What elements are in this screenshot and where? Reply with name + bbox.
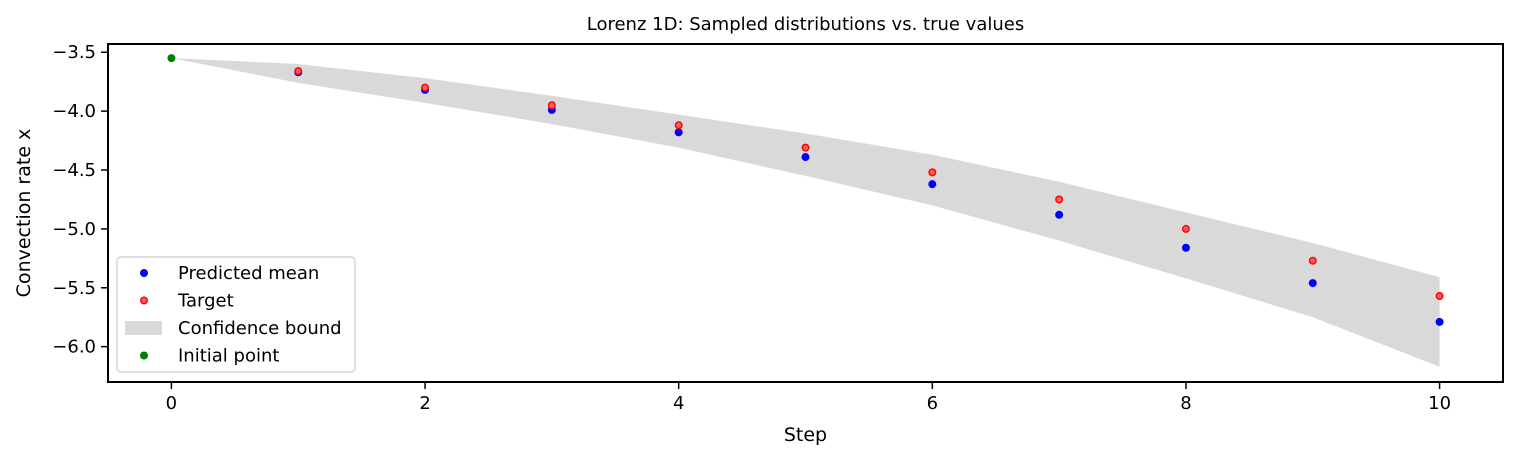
predicted-mean-point <box>801 153 810 162</box>
confidence-band-layer <box>171 58 1440 367</box>
legend-label-confidence-bound: Confidence bound <box>178 318 342 339</box>
legend-marker-predicted-mean <box>139 268 148 277</box>
x-ticks: 0 2 4 6 8 10 <box>166 382 1451 414</box>
target-point <box>801 143 810 152</box>
initial-point-point <box>167 54 176 63</box>
x-tick-label: 10 <box>1428 393 1451 414</box>
y-tick-label: −6.0 <box>52 337 96 358</box>
y-axis-label: Convection rate x <box>13 129 35 298</box>
confidence-band <box>171 58 1440 367</box>
x-tick-label: 4 <box>673 393 684 414</box>
target-point <box>547 101 556 110</box>
y-tick-label: −3.5 <box>52 42 96 63</box>
y-tick-label: −5.0 <box>52 219 96 240</box>
y-tick-label: −4.5 <box>52 160 96 181</box>
predicted-mean-point <box>1308 279 1317 288</box>
legend-label-predicted-mean: Predicted mean <box>178 263 319 284</box>
predicted-mean-point <box>674 128 683 137</box>
y-tick-label: −4.0 <box>52 101 96 122</box>
target-point <box>421 83 430 92</box>
plot-frame <box>107 43 1504 383</box>
predicted-mean-point <box>1435 317 1444 326</box>
y-ticks: −3.5 −4.0 −4.5 −5.0 −5.5 −6.0 <box>52 42 108 358</box>
target-point <box>294 67 303 76</box>
target-point <box>1308 256 1317 265</box>
x-tick-label: 0 <box>166 393 177 414</box>
x-axis-label: Step <box>784 424 827 446</box>
predicted-mean-point <box>1181 243 1190 252</box>
x-tick-label: 6 <box>927 393 938 414</box>
x-tick-label: 8 <box>1180 393 1191 414</box>
legend-label-target: Target <box>177 291 234 312</box>
predicted-mean-point <box>928 180 937 189</box>
points-layer <box>167 54 1444 326</box>
legend-marker-target <box>139 296 148 305</box>
legend-box <box>116 256 356 373</box>
target-point <box>674 121 683 130</box>
predicted-mean-point <box>1055 210 1064 219</box>
legend-marker-initial-point <box>139 351 148 360</box>
target-point <box>1055 195 1064 204</box>
target-point <box>1435 292 1444 301</box>
legend: Predicted mean Target Confidence bound Init… <box>116 256 356 373</box>
x-tick-label: 2 <box>419 393 430 414</box>
y-tick-label: −5.5 <box>52 278 96 299</box>
target-point <box>928 168 937 177</box>
legend-swatch-confidence-bound <box>125 321 162 335</box>
target-point <box>1181 224 1190 233</box>
legend-label-initial-point: Initial point <box>178 346 279 367</box>
chart-title: Lorenz 1D: Sampled distributions vs. tru… <box>587 14 1024 35</box>
